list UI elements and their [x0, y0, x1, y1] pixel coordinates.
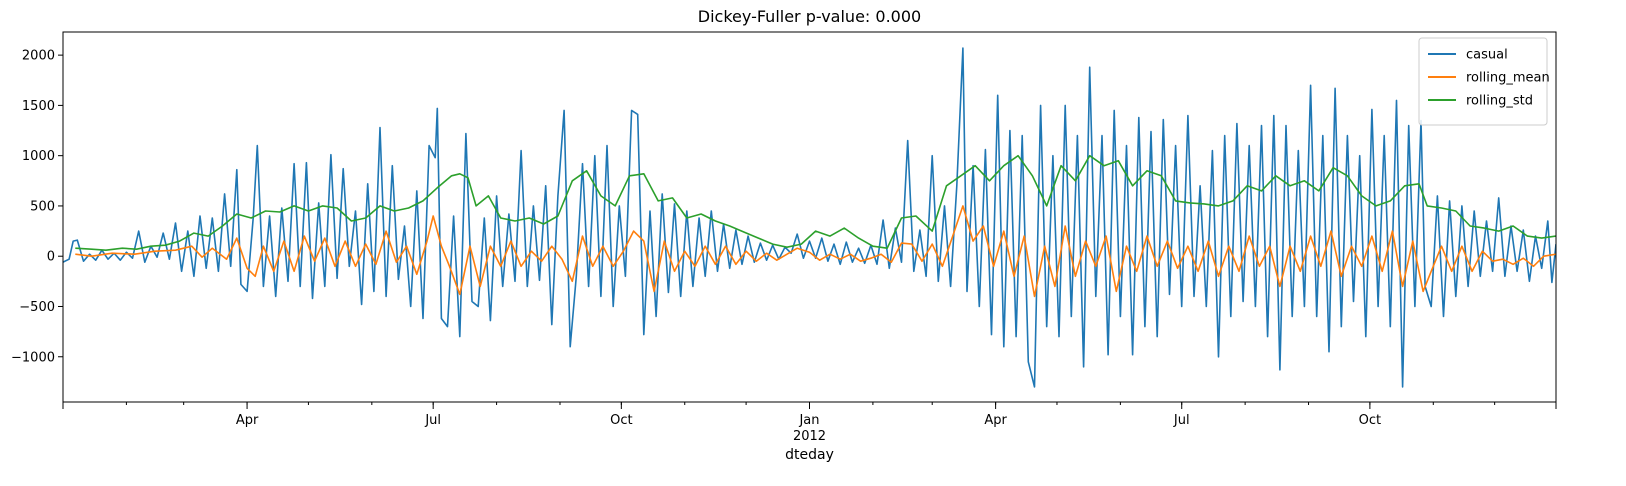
legend-label-rolling-std: rolling_std [1466, 94, 1533, 109]
y-tick-label: 2000 [22, 49, 55, 64]
y-tick-label: −1000 [11, 350, 55, 365]
y-tick-label: 500 [30, 199, 55, 214]
x-tick-label: Apr [236, 413, 259, 428]
y-axis: −1000 −500 0 500 1000 1500 2000 [11, 49, 63, 365]
series-layer [63, 47, 1556, 388]
chart-title: Dickey-Fuller p-value: 0.000 [698, 7, 921, 26]
y-tick-label: 1500 [22, 99, 55, 114]
legend-label-rolling-mean: rolling_mean [1466, 71, 1550, 86]
x-tick-label: Jan [798, 413, 819, 428]
x-tick-label: Apr [984, 413, 1007, 428]
series-line-rolling-std [75, 154, 1556, 251]
series-line-rolling-mean [75, 205, 1556, 298]
series-line-casual [63, 47, 1556, 388]
x-tick-label: Jul [1173, 413, 1190, 428]
y-tick-label: 0 [47, 250, 55, 265]
x-axis-label: dteday [785, 447, 834, 463]
legend-box [1418, 37, 1548, 126]
x-tick-year-label: 2012 [793, 429, 826, 444]
y-tick-label: −500 [19, 300, 55, 315]
x-tick-label: Oct [1359, 413, 1381, 428]
plot-frame [62, 31, 1557, 403]
y-tick-label: 1000 [22, 149, 55, 164]
x-tick-label: Jul [424, 413, 441, 428]
legend-label-casual: casual [1466, 48, 1508, 63]
legend: casual rolling_mean rolling_std [1418, 37, 1550, 126]
x-tick-label: Oct [610, 413, 632, 428]
